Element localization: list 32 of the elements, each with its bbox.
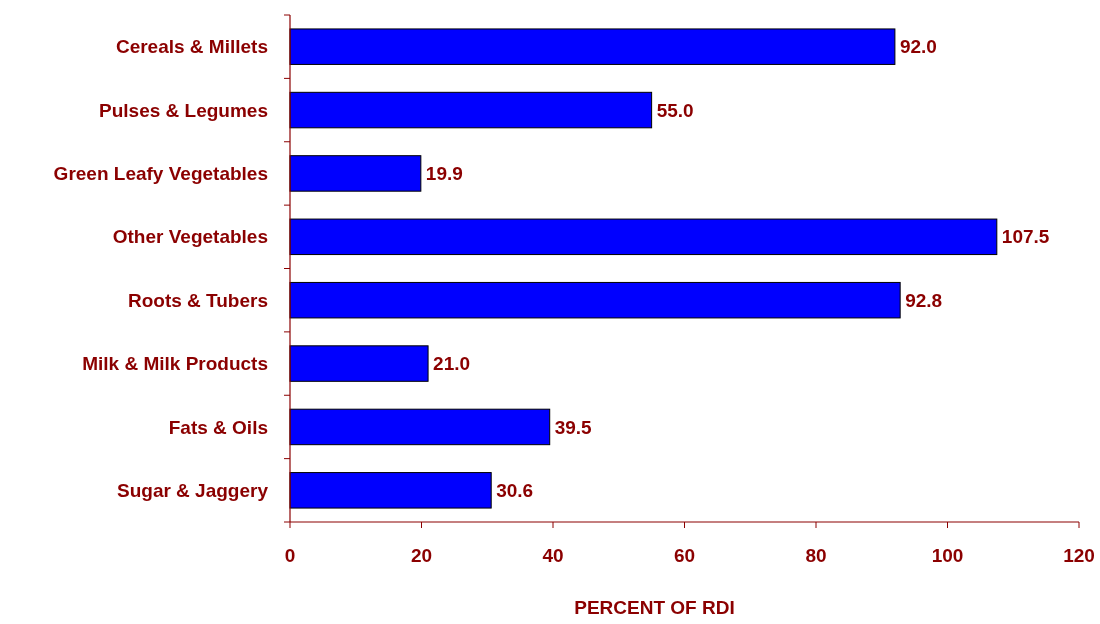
bar <box>289 408 551 446</box>
bar <box>289 155 422 192</box>
x-tick-label: 100 <box>931 545 964 566</box>
y-tick-label: Other Vegetables <box>112 226 268 248</box>
bar <box>289 91 653 129</box>
bar <box>289 28 896 65</box>
bar <box>289 345 429 382</box>
x-tick-label: 0 <box>284 545 296 566</box>
data-label: 92.8 <box>905 289 943 311</box>
x-tick-label: 40 <box>542 545 564 566</box>
data-label: 30.6 <box>496 479 534 501</box>
data-label: 39.5 <box>554 416 593 438</box>
bar <box>289 281 901 319</box>
bar <box>289 472 492 509</box>
x-axis-title: PERCENT OF RDI <box>574 597 735 618</box>
x-tick-label: 60 <box>673 545 696 566</box>
y-tick-label: Milk & Milk Products <box>82 353 268 375</box>
y-tick-label: Cereals & Millets <box>115 36 268 58</box>
x-tick-label: 80 <box>805 545 827 566</box>
data-label: 107.5 <box>1001 226 1050 248</box>
y-tick-label: Fats & Oils <box>168 416 268 438</box>
data-label: 21.0 <box>433 353 471 375</box>
bar <box>289 218 998 256</box>
x-tick-label: 120 <box>1063 545 1095 566</box>
y-tick-label: Pulses & Legumes <box>99 99 268 121</box>
data-label: 55.0 <box>656 99 694 121</box>
data-label: 92.0 <box>899 36 937 58</box>
x-tick-label: 20 <box>410 545 433 566</box>
y-tick-label: Green Leafy Vegetables <box>53 163 268 185</box>
y-tick-label: Roots & Tubers <box>127 289 268 311</box>
data-label: 19.9 <box>425 163 463 185</box>
y-tick-label: Sugar & Jaggery <box>117 479 269 501</box>
